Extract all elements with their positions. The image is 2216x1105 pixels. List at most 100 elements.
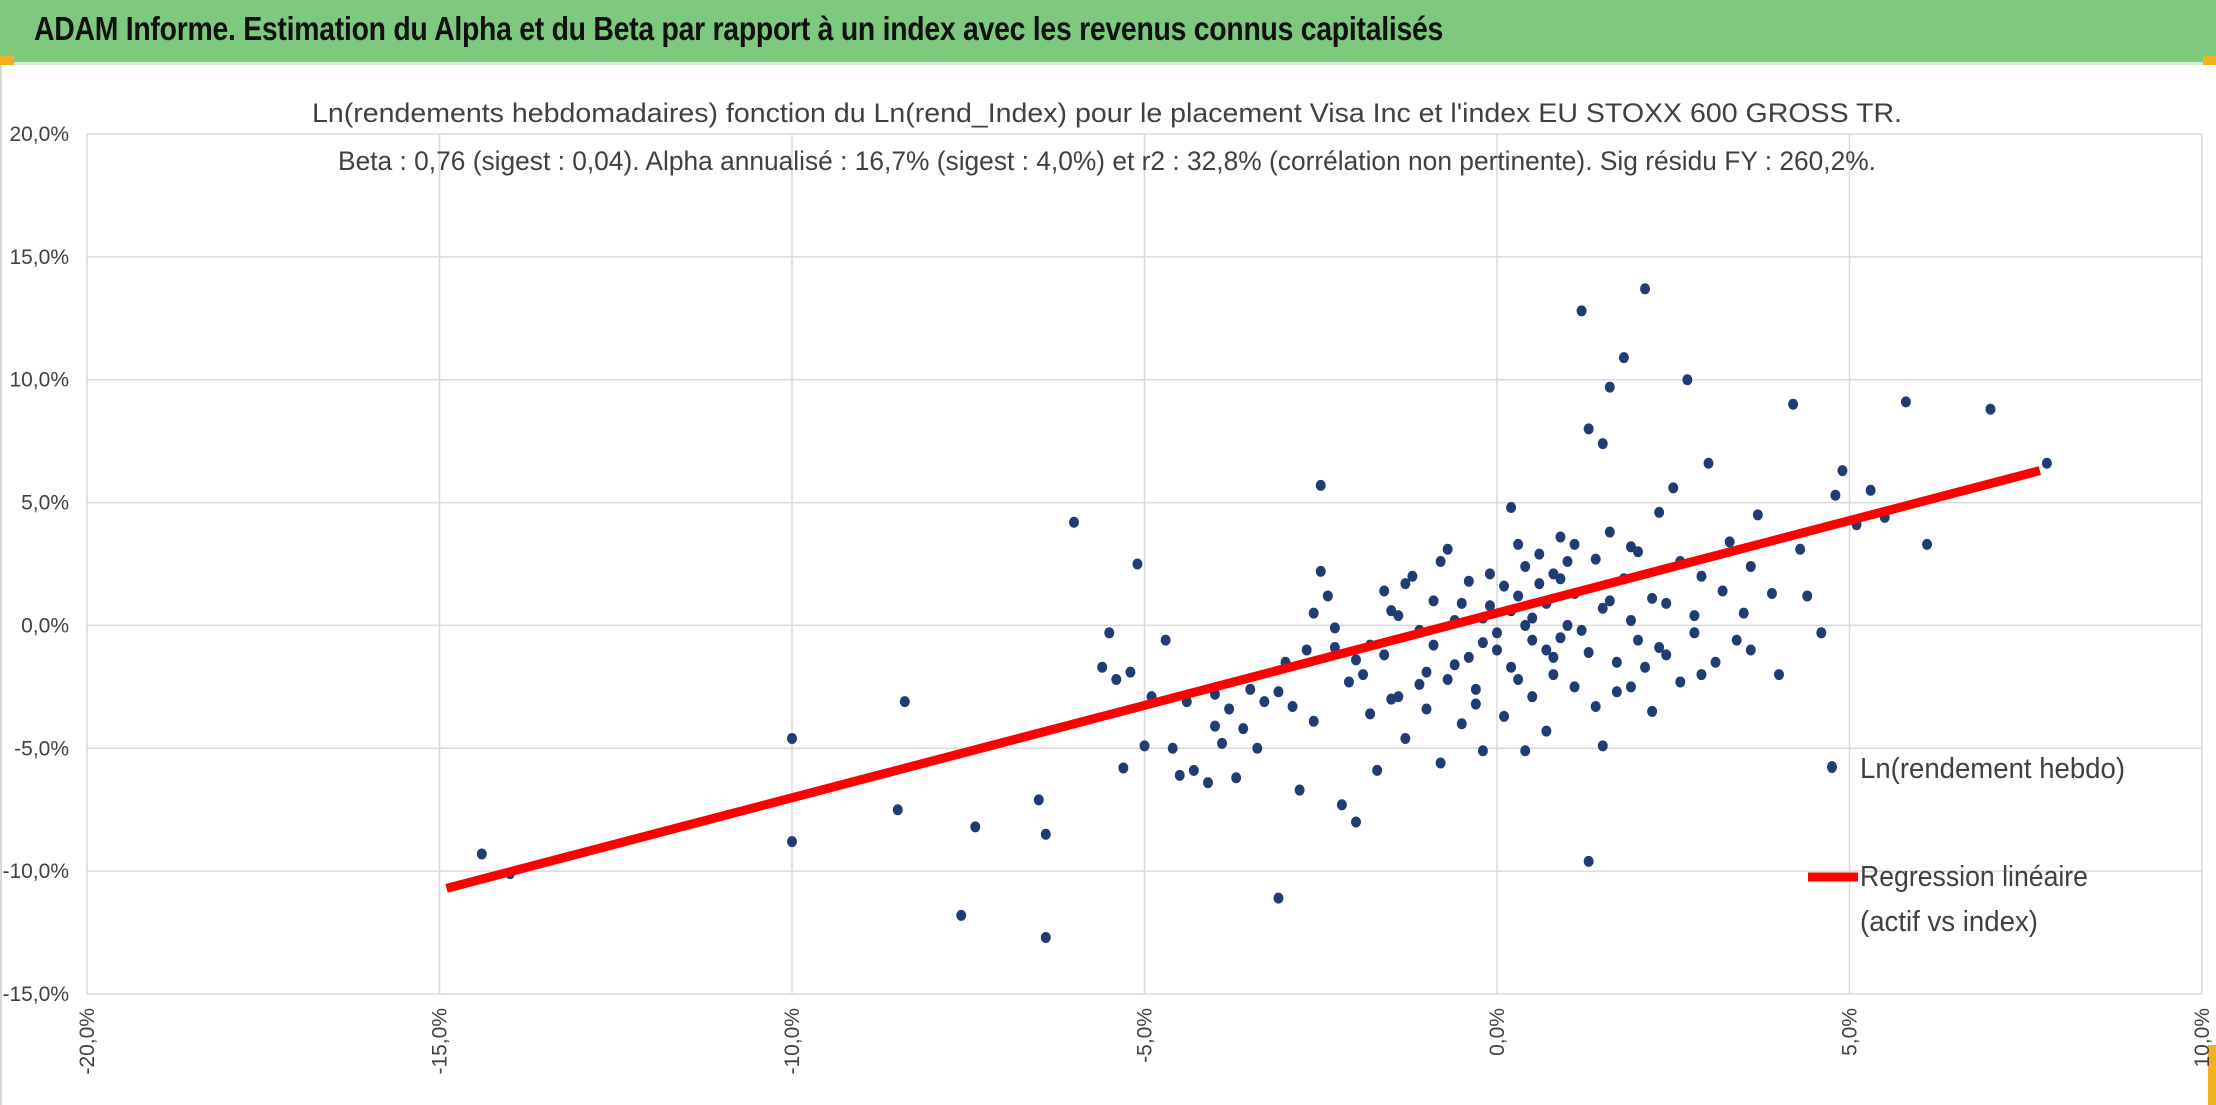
scatter-point: [1513, 673, 1524, 685]
scatter-point: [1513, 590, 1524, 602]
scatter-point: [1386, 605, 1397, 617]
scatter-point: [1428, 639, 1439, 651]
scatter-point: [1696, 570, 1707, 582]
scatter-point: [1118, 762, 1129, 774]
scatter-point: [1802, 590, 1813, 602]
scatter-point: [1167, 742, 1178, 754]
legend-regression-label-1: Regression linéaire: [1860, 861, 2088, 893]
scatter-point: [1597, 602, 1608, 614]
scatter-point: [1188, 764, 1199, 776]
scatter-point: [1640, 661, 1651, 673]
scatter-point: [1463, 651, 1474, 663]
scatter-point: [1703, 457, 1714, 469]
x-tick-label: 5,0%: [1839, 1008, 1862, 1056]
x-tick-label: -20,0%: [76, 1008, 99, 1075]
scatter-point: [1562, 556, 1573, 568]
scatter-point: [1104, 627, 1115, 639]
scatter-point: [1710, 656, 1721, 668]
scatter-point: [1160, 634, 1171, 646]
scatter-point: [1738, 607, 1749, 619]
y-tick-label: -5,0%: [14, 737, 69, 760]
scatter-point: [1428, 595, 1439, 607]
corner-marker-top-left: [0, 56, 14, 65]
scatter-point: [1541, 644, 1552, 656]
scatter-point: [1400, 732, 1411, 744]
y-tick-label: 5,0%: [21, 492, 69, 515]
scatter-point: [956, 909, 967, 921]
scatter-point: [1640, 283, 1651, 295]
scatter-point: [1224, 703, 1235, 715]
scatter-point: [1499, 580, 1510, 592]
scatter-point: [970, 821, 981, 833]
scatter-point: [1922, 538, 1933, 550]
x-tick-label: -10,0%: [781, 1008, 804, 1075]
scatter-point: [1731, 634, 1742, 646]
chart-title-line-1: Ln(rendements hebdomadaires) fonction du…: [312, 98, 1902, 128]
scatter-point: [1520, 560, 1531, 572]
scatter-point: [1583, 646, 1594, 658]
corner-marker-top-right: [2203, 56, 2216, 65]
scatter-point: [899, 696, 910, 708]
scatter-point: [1365, 708, 1376, 720]
scatter-point: [1597, 438, 1608, 450]
scatter-point: [1492, 627, 1502, 639]
scatter-point: [1400, 578, 1411, 590]
scatter-point: [1569, 538, 1580, 550]
scatter-point: [1210, 720, 1220, 732]
scatter-point: [787, 836, 797, 848]
scatter-point: [1837, 465, 1848, 477]
x-tick-label: -5,0%: [1134, 1008, 1157, 1063]
scatter-point: [1336, 799, 1347, 811]
scatter-point: [1633, 546, 1643, 558]
scatter-point: [1456, 718, 1467, 730]
scatter-point: [1604, 526, 1615, 538]
scatter-point: [1590, 701, 1601, 713]
scatter-point: [1343, 676, 1354, 688]
scatter-point: [1795, 543, 1806, 555]
scatter-point: [892, 804, 903, 816]
corner-marker-bottom-right: [2208, 1045, 2216, 1105]
scatter-point: [1322, 590, 1333, 602]
scatter-point: [1231, 772, 1242, 784]
scatter-point: [1555, 531, 1566, 543]
y-tick-label: 20,0%: [9, 123, 69, 146]
scatter-point: [1590, 553, 1601, 565]
scatter-point: [1689, 627, 1700, 639]
scatter-point: [1393, 691, 1404, 703]
scatter-point: [1576, 305, 1587, 317]
scatter-point: [1527, 691, 1538, 703]
scatter-point: [1633, 634, 1643, 646]
chart-title-line-2: Beta : 0,76 (sigest : 0,04). Alpha annua…: [338, 146, 1876, 176]
scatter-point: [1470, 683, 1481, 695]
scatter-point: [1745, 560, 1756, 572]
scatter-point: [1449, 659, 1460, 671]
scatter-point: [1259, 696, 1270, 708]
scatter-point: [1661, 649, 1672, 661]
scatter-point: [1442, 543, 1453, 555]
scatter-point: [1534, 548, 1545, 560]
scatter-point: [1865, 484, 1876, 496]
scatter-point: [1294, 784, 1305, 796]
scatter-point: [1132, 558, 1143, 570]
scatter-point: [1308, 607, 1319, 619]
scatter-point: [1111, 673, 1122, 685]
y-tick-label: -15,0%: [2, 983, 69, 1006]
scatter-point: [1527, 634, 1538, 646]
scatter-point: [1238, 723, 1249, 735]
scatter-point: [1520, 619, 1531, 631]
x-tick-label: -15,0%: [429, 1008, 452, 1075]
scatter-chart: -15,0% -10,0% -5,0% 0,0% 5,0% 10,0% 15,0% 20,0%…: [2, 98, 2214, 1075]
scatter-point: [1766, 587, 1777, 599]
legend-regression-label-2: (actif vs index): [1860, 906, 2038, 938]
scatter-point: [1534, 578, 1545, 590]
scatter-point: [1202, 777, 1213, 789]
scatter-point: [1583, 423, 1594, 435]
report-banner: ADAM Informe. Estimation du Alpha et du …: [0, 0, 2216, 65]
scatter-point: [1689, 610, 1700, 622]
scatter-point: [1611, 686, 1622, 698]
scatter-point: [1484, 600, 1495, 612]
scatter-point: [1358, 669, 1369, 681]
scatter-point: [1618, 352, 1629, 364]
scatter-point: [1252, 742, 1263, 754]
scatter-point: [1139, 740, 1150, 752]
